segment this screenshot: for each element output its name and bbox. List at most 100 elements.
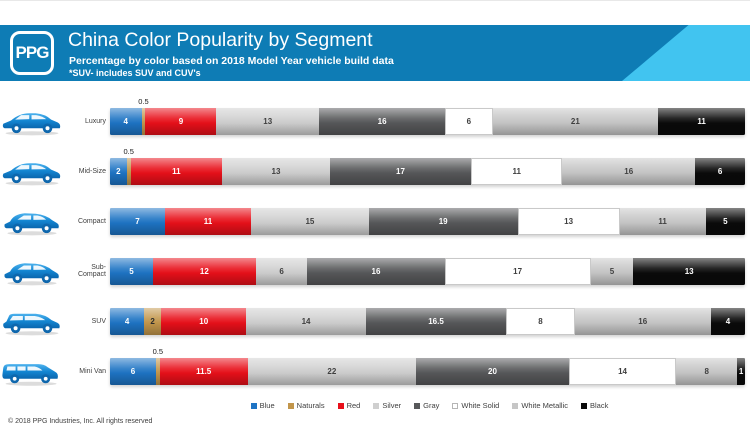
segment-value: 22 <box>327 366 337 376</box>
segment-row-mid-size: Mid-Size 0.5 2 11 13 17 11 16 6 <box>0 146 750 196</box>
segment-value: 2 <box>116 166 121 176</box>
bar-segment-red: 12 <box>152 257 256 285</box>
row-label: Mini Van <box>79 367 106 375</box>
bar-segment-silver: 22 <box>247 357 416 385</box>
legend-marker <box>337 402 344 409</box>
legend-item-black: Black <box>581 401 608 410</box>
legend-label: Red <box>346 401 361 410</box>
legend-marker <box>287 402 294 409</box>
segment-value: 4 <box>123 116 128 126</box>
bar-segment-gray: 19 <box>368 207 518 235</box>
ppg-logo: PPG <box>10 31 54 75</box>
segment-value: 5 <box>129 266 134 276</box>
bar-segment-naturals <box>141 107 146 135</box>
subcompact-car-icon <box>0 255 64 287</box>
segment-value: 5 <box>723 216 728 226</box>
segment-value: 7 <box>135 216 140 226</box>
legend-label: Gray <box>423 401 440 410</box>
bar-segment-black: 6 <box>695 157 745 185</box>
segment-row-suv: SUV 4 2 10 14 16.5 8 16 4 <box>0 296 750 346</box>
legend-label: White Solid <box>461 401 500 410</box>
bar-segment-white-metallic: 11 <box>619 207 706 235</box>
bar-segment-blue: 6 <box>110 357 156 385</box>
segment-row-compact: Compact 7 11 15 19 13 11 5 <box>0 196 750 246</box>
bar-segment-red: 11 <box>164 207 252 235</box>
segment-value: 13 <box>263 116 273 126</box>
stacked-bar: 4 2 10 14 16.5 8 16 4 <box>110 307 745 335</box>
legend-item-naturals: Naturals <box>287 401 325 410</box>
row-label: Sub-Compact <box>77 264 106 278</box>
bar-segment-red: 11 <box>130 157 223 185</box>
segment-value: 17 <box>513 266 523 276</box>
legend-marker <box>373 402 380 409</box>
segment-value: 6 <box>717 166 723 176</box>
bar-segment-gray: 20 <box>415 357 569 385</box>
segment-value: 14 <box>618 366 627 376</box>
stacked-bar: 2 11 13 17 11 16 6 <box>110 157 745 185</box>
bar-segment-black: 13 <box>633 257 745 285</box>
segment-value: 11 <box>512 166 521 176</box>
bar-segment-naturals <box>155 357 160 385</box>
bar-segment-black: 1 <box>737 357 745 385</box>
legend-label: Silver <box>382 401 402 410</box>
segment-value: 16.5 <box>428 316 444 326</box>
segment-value: 13 <box>271 166 281 176</box>
legend-marker <box>414 402 421 409</box>
page-subtitle: Percentage by color based on 2018 Model … <box>69 55 394 67</box>
bar-segment-black: 11 <box>658 107 745 135</box>
segment-row-luxury: Luxury 0.5 4 9 13 16 6 21 11 <box>0 96 750 146</box>
bar-segment-white-solid: 6 <box>445 107 493 135</box>
ppg-logo-text: PPG <box>15 43 50 62</box>
legend-label: Blue <box>259 401 275 410</box>
bar-segment-silver: 13 <box>216 107 319 135</box>
segment-value: 16 <box>624 166 634 176</box>
copyright-text: © 2018 PPG Industries, Inc. All rights r… <box>8 418 153 425</box>
legend-marker <box>512 402 519 409</box>
segment-value: 2 <box>150 316 155 326</box>
row-label: Mid-Size <box>78 167 106 175</box>
bar-segment-white-metallic: 5 <box>590 257 634 285</box>
stacked-bar: 7 11 15 19 13 11 5 <box>110 207 745 235</box>
bar-segment-white-solid: 8 <box>506 307 575 335</box>
bar-cell-compact: 7 11 15 19 13 11 5 <box>110 207 745 235</box>
bar-cell-suv: 4 2 10 14 16.5 8 16 4 <box>110 307 745 335</box>
segment-value: 6 <box>466 116 472 126</box>
bar-segment-blue: 2 <box>110 157 127 185</box>
bar-segment-white-solid: 11 <box>471 157 563 185</box>
bar-segment-naturals: 2 <box>144 307 162 335</box>
naturals-value-annotation: 0.5 <box>123 146 134 156</box>
segment-value: 10 <box>199 316 209 326</box>
naturals-value-annotation: 0.5 <box>138 96 149 106</box>
segment-value: 11 <box>697 116 706 126</box>
segment-value: 16 <box>638 316 648 326</box>
legend-marker <box>581 402 588 409</box>
segment-value: 16 <box>377 116 387 126</box>
segment-value: 11 <box>658 216 667 226</box>
bar-segment-white-solid: 13 <box>517 207 620 235</box>
bar-segment-red: 10 <box>161 307 247 335</box>
row-label: Luxury <box>84 117 106 125</box>
midsize-sedan-icon <box>0 155 64 187</box>
segment-value: 13 <box>564 216 574 226</box>
luxury-sedan-icon <box>0 105 64 137</box>
bar-segment-blue: 7 <box>110 207 165 235</box>
page-title: China Color Popularity by Segment <box>68 29 373 51</box>
segment-value: 21 <box>570 116 580 126</box>
segment-value: 14 <box>301 316 311 326</box>
legend-item-white-metallic: White Metallic <box>512 401 568 410</box>
bar-segment-gray: 16.5 <box>365 307 507 335</box>
bar-segment-white-solid: 14 <box>568 357 677 385</box>
stacked-bar-chart: Luxury 0.5 4 9 13 16 6 21 11 Mid-Size 0.5 2 11 13 17 11… <box>0 96 750 396</box>
segment-value: 19 <box>438 216 448 226</box>
legend-marker <box>452 402 459 409</box>
stacked-bar: 4 9 13 16 6 21 11 <box>110 107 745 135</box>
bar-segment-black: 4 <box>710 307 745 335</box>
bar-cell-mini-van: 0.5 6 11.5 22 20 14 8 1 <box>110 347 745 385</box>
stacked-bar: 6 11.5 22 20 14 8 1 <box>110 357 745 385</box>
bar-segment-gray: 16 <box>307 257 445 285</box>
segment-value: 17 <box>396 166 405 176</box>
bar-segment-white-metallic: 8 <box>676 357 738 385</box>
bar-segment-blue: 4 <box>110 107 142 135</box>
chart-legend: Blue Naturals Red Silver Gray White Solid Whit… <box>114 401 745 410</box>
